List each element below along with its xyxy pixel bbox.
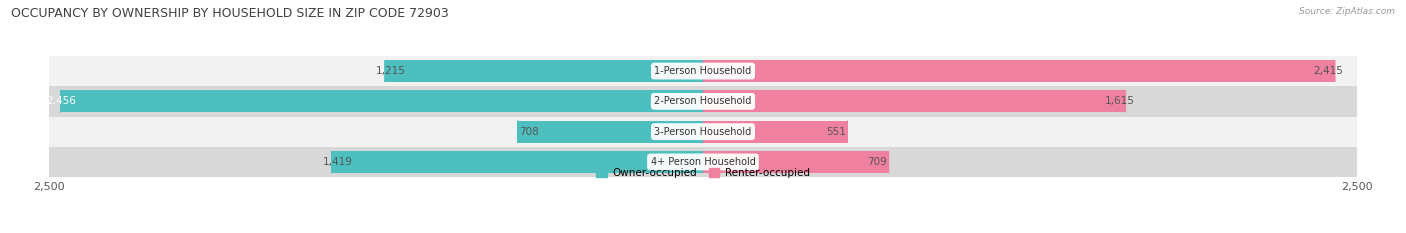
Text: 708: 708: [519, 127, 538, 137]
Bar: [703, 60, 1334, 82]
Text: Source: ZipAtlas.com: Source: ZipAtlas.com: [1299, 7, 1395, 16]
Bar: [49, 116, 1357, 147]
Text: 2,415: 2,415: [1313, 66, 1344, 76]
Text: 4+ Person Household: 4+ Person Household: [651, 157, 755, 167]
Bar: [703, 90, 1125, 112]
Text: 3-Person Household: 3-Person Household: [654, 127, 752, 137]
Text: 2,456: 2,456: [46, 96, 76, 106]
Bar: [60, 90, 703, 112]
Text: OCCUPANCY BY OWNERSHIP BY HOUSEHOLD SIZE IN ZIP CODE 72903: OCCUPANCY BY OWNERSHIP BY HOUSEHOLD SIZE…: [11, 7, 449, 20]
Text: 1-Person Household: 1-Person Household: [654, 66, 752, 76]
Text: 551: 551: [827, 127, 846, 137]
Bar: [517, 121, 703, 143]
Bar: [385, 60, 703, 82]
Bar: [49, 147, 1357, 177]
Text: 2-Person Household: 2-Person Household: [654, 96, 752, 106]
Text: 1,419: 1,419: [323, 157, 353, 167]
Text: 1,615: 1,615: [1105, 96, 1135, 106]
Bar: [703, 151, 889, 173]
Bar: [49, 86, 1357, 116]
Legend: Owner-occupied, Renter-occupied: Owner-occupied, Renter-occupied: [596, 168, 810, 178]
Bar: [332, 151, 703, 173]
Bar: [49, 56, 1357, 86]
Text: 709: 709: [868, 157, 887, 167]
Bar: [703, 121, 846, 143]
Text: 1,215: 1,215: [377, 66, 406, 76]
